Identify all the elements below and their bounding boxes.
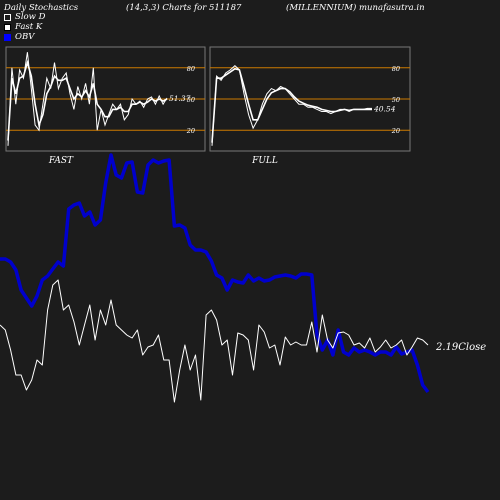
close-value-label: 2.19Close	[435, 342, 486, 353]
close-line	[0, 279, 429, 403]
full-value-label: 40.54	[373, 104, 396, 113]
full-series-full-d	[211, 67, 372, 143]
full-title: FULL	[251, 156, 278, 166]
legend-item-slow-d: Slow D	[4, 12, 45, 22]
full-ytick-20: 20	[391, 127, 400, 135]
main-panel: 2.19Close	[0, 153, 486, 403]
legend-label-obv: OBV	[15, 32, 35, 42]
fast-ytick-20: 20	[186, 127, 195, 135]
full-series-full-k	[211, 65, 372, 146]
full-ytick-80: 80	[392, 65, 400, 73]
fast-ytick-80: 80	[187, 65, 195, 73]
chart-title: Daily Stochastics	[4, 3, 79, 13]
fast-k-swatch	[4, 23, 11, 31]
fast-ytick-50: 50	[187, 96, 195, 104]
fast-panel: 20 50 80 51.37 FAST	[5, 46, 206, 166]
legend-item-fast-k: Fast K	[4, 22, 45, 32]
fast-series-slow-d	[7, 59, 168, 141]
fast-value-label: 51.37	[169, 94, 191, 103]
legend-label-slow-d: Slow D	[15, 12, 46, 22]
slow-d-swatch	[4, 13, 11, 21]
chart-params: (14,3,3) Charts for 511187	[126, 3, 242, 13]
full-ytick-50: 50	[392, 96, 400, 104]
chart-symbol: (MILLENNIUM) munafasutra.in	[286, 3, 425, 13]
legend-label-fast-k: Fast K	[15, 22, 43, 32]
obv-line	[0, 153, 430, 394]
obv-swatch	[4, 33, 11, 41]
full-panel: 20 50 80 40.54 FULL	[209, 46, 411, 166]
legend-item-obv: OBV	[4, 32, 45, 42]
fast-title: FAST	[48, 156, 74, 166]
legend: Slow D Fast K OBV	[4, 12, 45, 42]
